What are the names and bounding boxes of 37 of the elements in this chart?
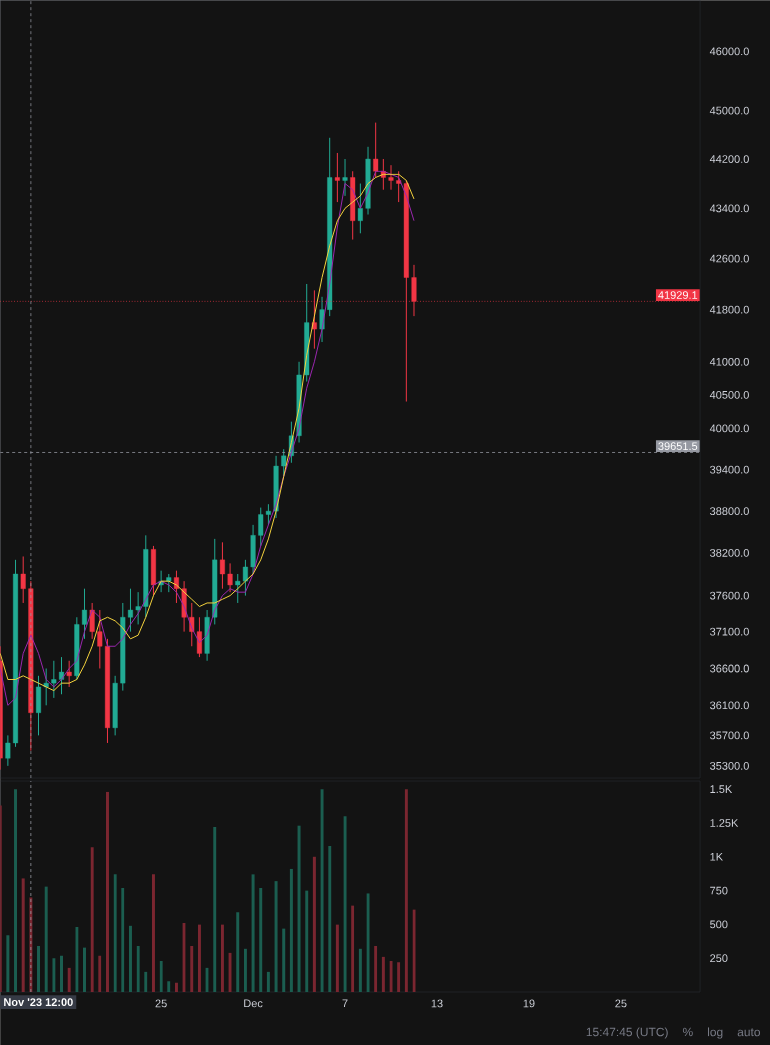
y-tick-label: 40000.0	[709, 424, 749, 433]
x-tick-label: Dec	[244, 999, 263, 1008]
ref-line-label: 39651.5	[658, 442, 698, 451]
y-tick-label: 750	[710, 886, 728, 895]
y-tick-label: 500	[710, 920, 728, 929]
y-tick-label: 37600.0	[710, 591, 749, 600]
y-tick-label: 46000.0	[709, 47, 749, 56]
y-tick-label: 250	[710, 954, 728, 963]
x-tick-label: 19	[523, 999, 535, 1008]
ref-line-label: Nov '23 12:00	[4, 998, 73, 1007]
x-tick-label: 7	[342, 999, 348, 1008]
y-tick-label: 1K	[710, 853, 723, 861]
y-tick-label: 40500.0	[709, 390, 749, 399]
x-tick-label: 25	[615, 999, 627, 1008]
y-tick-label: 1.5K	[710, 785, 733, 793]
y-tick-label: 36100.0	[710, 701, 749, 710]
y-tick-label: 35300.0	[710, 761, 749, 770]
y-tick-label: 39400.0	[710, 465, 749, 474]
x-tick-label: 13	[431, 999, 443, 1008]
y-tick-label: 42600.0	[709, 254, 749, 263]
ref-line-label: 41929.1	[658, 291, 698, 299]
y-tick-label: 41800.0	[709, 305, 749, 314]
x-tick-label: 25	[155, 999, 167, 1008]
y-tick-label: 41000.0	[709, 357, 749, 366]
text: log	[707, 1027, 723, 1039]
text: auto	[737, 1028, 760, 1037]
y-tick-label: 38200.0	[710, 549, 749, 557]
y-tick-label: 36600.0	[710, 664, 749, 673]
y-tick-label: 44200.0	[709, 155, 749, 163]
y-tick-label: 43400.0	[709, 204, 749, 213]
y-tick-label: 45000.0	[709, 106, 749, 115]
y-tick-label: 37100.0	[710, 627, 749, 636]
y-tick-label: 1.25K	[710, 819, 739, 827]
y-tick-label: 38800.0	[710, 507, 749, 516]
y-tick-label: 35700.0	[710, 731, 749, 740]
text: 15:47:45 (UTC)	[586, 1027, 668, 1039]
text: %	[682, 1027, 693, 1037]
